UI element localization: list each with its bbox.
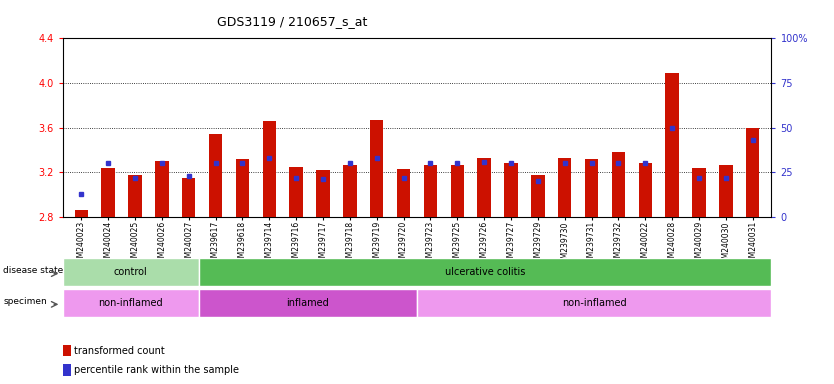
Text: percentile rank within the sample: percentile rank within the sample bbox=[74, 365, 239, 375]
Bar bbox=[63, 345, 71, 356]
Bar bbox=[505, 164, 518, 217]
Bar bbox=[666, 73, 679, 217]
Bar bbox=[611, 152, 626, 217]
Bar bbox=[417, 289, 771, 317]
Bar bbox=[558, 158, 571, 217]
Bar bbox=[424, 164, 437, 217]
Bar bbox=[236, 159, 249, 217]
Bar bbox=[746, 127, 760, 217]
Bar bbox=[128, 175, 142, 217]
Bar bbox=[639, 164, 652, 217]
Bar bbox=[102, 168, 115, 217]
Bar bbox=[63, 289, 198, 317]
Bar bbox=[208, 134, 223, 217]
Bar bbox=[343, 164, 357, 217]
Bar bbox=[182, 178, 195, 217]
Text: non-inflamed: non-inflamed bbox=[98, 298, 163, 308]
Bar bbox=[155, 161, 168, 217]
Text: inflamed: inflamed bbox=[287, 298, 329, 308]
Bar bbox=[198, 258, 771, 286]
Bar bbox=[397, 169, 410, 217]
Text: GDS3119 / 210657_s_at: GDS3119 / 210657_s_at bbox=[217, 15, 367, 28]
Text: non-inflamed: non-inflamed bbox=[562, 298, 626, 308]
Bar bbox=[719, 164, 732, 217]
Bar bbox=[63, 364, 71, 376]
Bar bbox=[692, 168, 706, 217]
Bar bbox=[477, 158, 491, 217]
Text: ulcerative colitis: ulcerative colitis bbox=[445, 267, 525, 277]
Bar bbox=[370, 120, 384, 217]
Bar bbox=[289, 167, 303, 217]
Text: transformed count: transformed count bbox=[74, 346, 165, 356]
Bar bbox=[198, 289, 417, 317]
Bar bbox=[316, 170, 329, 217]
Bar bbox=[450, 164, 464, 217]
Text: specimen: specimen bbox=[3, 297, 47, 306]
Text: control: control bbox=[113, 267, 148, 277]
Text: disease state: disease state bbox=[3, 266, 63, 275]
Bar bbox=[531, 175, 545, 217]
Bar bbox=[263, 121, 276, 217]
Bar bbox=[63, 258, 198, 286]
Bar bbox=[585, 159, 598, 217]
Bar bbox=[74, 210, 88, 217]
